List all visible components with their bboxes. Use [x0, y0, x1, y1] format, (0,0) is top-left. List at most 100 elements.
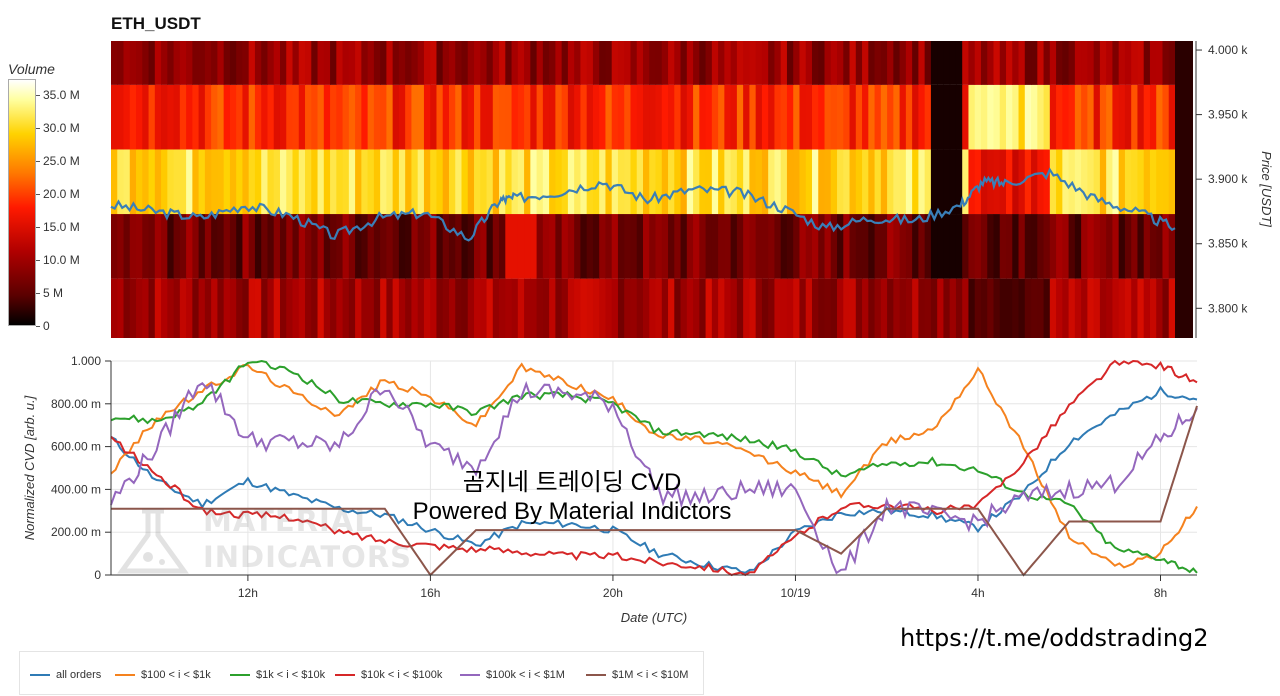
heatmap-cell	[736, 84, 744, 150]
heatmap-cell	[949, 214, 957, 279]
heatmap-cell	[699, 41, 707, 85]
heatmap-cell	[317, 278, 325, 338]
heatmap-cell	[887, 214, 894, 279]
heatmap-cell	[855, 149, 863, 215]
heatmap-cell	[1099, 41, 1107, 85]
heatmap-cell	[993, 278, 1001, 338]
heatmap-cell	[586, 84, 594, 150]
heatmap-cell	[730, 214, 738, 279]
heatmap-cell	[774, 149, 782, 215]
heatmap-cell	[643, 278, 650, 338]
heatmap-cell	[1168, 214, 1176, 279]
heatmap-cell	[736, 149, 744, 215]
cvd-x-tick-label: 8h	[1154, 586, 1167, 600]
heatmap-cell	[423, 84, 431, 150]
legend-item[interactable]: $1k < i < $10k	[230, 669, 325, 681]
heatmap-cell	[743, 41, 750, 85]
legend-item[interactable]: $100 < i < $1k	[115, 669, 211, 681]
heatmap-cell	[905, 84, 913, 150]
legend-item[interactable]: all orders	[30, 669, 101, 681]
heatmap-cell	[968, 41, 976, 85]
heatmap-cell	[799, 41, 807, 85]
cvd-x-tick-label: 10/19	[780, 586, 810, 600]
heatmap-cell	[317, 149, 325, 215]
heatmap-cell	[1031, 214, 1038, 279]
heatmap-cell	[492, 278, 500, 338]
heatmap-cell	[862, 278, 869, 338]
colorbar-tick	[36, 194, 40, 196]
heatmap-cell	[1093, 214, 1101, 279]
heatmap-cell	[348, 214, 356, 279]
heatmap-cell	[1087, 41, 1095, 85]
heatmap-cell	[1162, 278, 1170, 338]
heatmap-cell	[273, 278, 281, 338]
colorbar-tick	[36, 260, 40, 262]
heatmap-cell	[1099, 149, 1107, 215]
heatmap-cell	[793, 84, 801, 150]
legend-item[interactable]: $10k < i < $100k	[335, 669, 442, 681]
heatmap-cell	[649, 41, 657, 85]
heatmap-cell	[1168, 84, 1176, 150]
heatmap-cell	[204, 214, 212, 279]
heatmap-cell	[542, 41, 550, 85]
heatmap-cell	[229, 214, 237, 279]
heatmap-cell	[868, 278, 876, 338]
heatmap-cell	[1156, 214, 1164, 279]
heatmap-cell	[949, 149, 957, 215]
heatmap-cell	[1131, 278, 1139, 338]
legend-swatch	[460, 674, 480, 676]
heatmap-cell	[818, 84, 826, 150]
heatmap-cell	[1018, 214, 1026, 279]
heatmap-cell	[1099, 84, 1107, 150]
heatmap-cell	[405, 84, 413, 150]
heatmap-cell	[755, 84, 763, 150]
heatmap-cell	[586, 278, 594, 338]
heatmap-cell	[279, 84, 287, 150]
heatmap-cell	[1143, 41, 1151, 85]
heatmap-cell	[849, 278, 857, 338]
heatmap-cell	[204, 278, 212, 338]
heatmap-cell	[549, 41, 556, 85]
heatmap-cell	[530, 278, 538, 338]
heatmap-cell	[705, 41, 713, 85]
heatmap-cell	[980, 278, 988, 338]
heatmap-cell	[1068, 84, 1076, 150]
heatmap-cell	[743, 214, 750, 279]
heatmap-cell	[1149, 149, 1157, 215]
heatmap-cell	[292, 149, 300, 215]
heatmap-cell	[361, 149, 369, 215]
heatmap-cell	[223, 41, 231, 85]
heatmap-cell	[1137, 214, 1145, 279]
legend-item[interactable]: $100k < i < $1M	[460, 669, 565, 681]
heatmap-cell	[799, 84, 807, 150]
telegram-link[interactable]: https://t.me/oddstrading2	[900, 624, 1209, 652]
heatmap-cell	[211, 214, 218, 279]
heatmap-cell	[279, 149, 287, 215]
heatmap-cell	[574, 278, 582, 338]
heatmap-cell	[592, 84, 600, 150]
heatmap-cell	[674, 149, 682, 215]
heatmap-cell	[1156, 41, 1164, 85]
heatmap-cell	[617, 214, 625, 279]
heatmap-cell	[467, 278, 475, 338]
legend-item[interactable]: $1M < i < $10M	[586, 669, 688, 681]
heatmap-cell	[887, 84, 894, 150]
cvd-lines	[110, 359, 1198, 577]
heatmap-cell	[117, 278, 125, 338]
heatmap-cell	[1018, 278, 1026, 338]
heatmap-cell	[380, 149, 387, 215]
heatmap-cell	[242, 84, 250, 150]
heatmap-cell	[699, 84, 707, 150]
heatmap-cell	[918, 84, 926, 150]
heatmap-cell	[505, 41, 513, 85]
heatmap-cell	[1118, 41, 1126, 85]
heatmap-cell	[323, 41, 331, 85]
heatmap-cell	[711, 84, 719, 150]
heatmap-cell	[643, 214, 650, 279]
heatmap-cell	[893, 214, 901, 279]
heatmap-cell	[1018, 84, 1026, 150]
heatmap-cell	[555, 84, 563, 150]
heatmap-cell	[254, 149, 262, 215]
heatmap-cell	[1031, 149, 1038, 215]
heatmap-cell	[242, 149, 250, 215]
